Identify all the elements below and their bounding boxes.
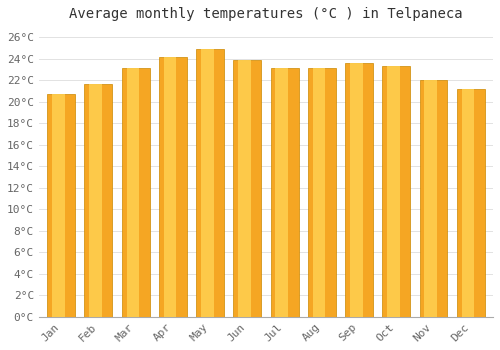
- Bar: [196, 49, 224, 317]
- Bar: [457, 89, 484, 317]
- Bar: [345, 63, 373, 317]
- Bar: [52, 94, 64, 317]
- Bar: [424, 80, 437, 317]
- Bar: [47, 94, 75, 317]
- Bar: [350, 63, 362, 317]
- Bar: [382, 66, 410, 317]
- Bar: [270, 68, 298, 317]
- Bar: [126, 68, 139, 317]
- Bar: [312, 68, 326, 317]
- Bar: [238, 60, 251, 317]
- Bar: [308, 68, 336, 317]
- Bar: [201, 49, 213, 317]
- Bar: [462, 89, 474, 317]
- Bar: [276, 68, 288, 317]
- Bar: [122, 68, 150, 317]
- Bar: [420, 80, 448, 317]
- Bar: [164, 57, 176, 317]
- Bar: [84, 84, 112, 317]
- Bar: [90, 84, 102, 317]
- Bar: [159, 57, 187, 317]
- Bar: [234, 60, 262, 317]
- Title: Average monthly temperatures (°C ) in Telpaneca: Average monthly temperatures (°C ) in Te…: [69, 7, 462, 21]
- Bar: [387, 66, 400, 317]
